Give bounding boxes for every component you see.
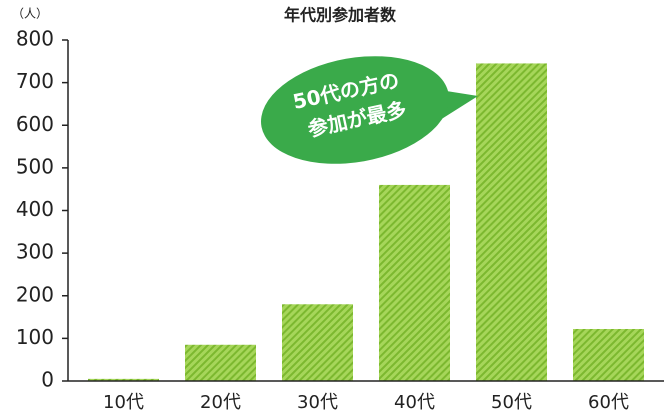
bar [88, 378, 159, 381]
y-tick-label: 800 [16, 27, 54, 51]
y-unit: （人） [12, 7, 48, 21]
y-tick-label: 100 [16, 325, 54, 349]
y-tick-label: 300 [16, 240, 54, 264]
x-tick-label: 30代 [297, 392, 338, 413]
bar [573, 328, 644, 381]
y-tick-label: 400 [16, 197, 54, 221]
bubble [261, 56, 449, 164]
bar [379, 184, 450, 381]
bar [185, 344, 256, 381]
bubble-tail [440, 90, 478, 120]
y-tick-label: 500 [16, 154, 54, 178]
y-tick-label: 200 [16, 282, 54, 306]
chart-title: 年代別参加者数 [284, 6, 397, 25]
x-tick-label: 50代 [491, 392, 532, 413]
y-tick-label: 600 [16, 112, 54, 136]
x-tick-label: 60代 [588, 392, 629, 413]
x-tick-label: 40代 [394, 392, 435, 413]
y-tick-label: 0 [41, 368, 54, 392]
bar [476, 63, 547, 381]
annotation: 50代の方の 参加が最多 [261, 56, 478, 164]
bar [282, 304, 353, 381]
x-tick-label: 10代 [103, 392, 144, 413]
y-tick-label: 700 [16, 69, 54, 93]
x-tick-label: 20代 [200, 392, 241, 413]
